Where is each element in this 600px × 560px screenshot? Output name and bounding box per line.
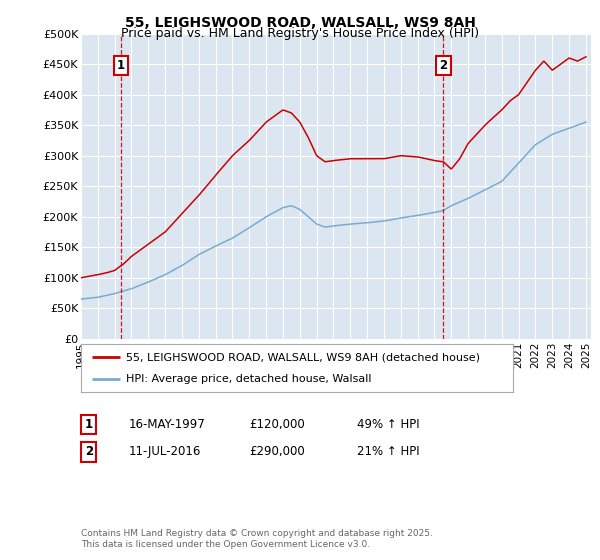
Text: Price paid vs. HM Land Registry's House Price Index (HPI): Price paid vs. HM Land Registry's House …: [121, 27, 479, 40]
Text: 2: 2: [439, 59, 448, 72]
Text: 55, LEIGHSWOOD ROAD, WALSALL, WS9 8AH (detached house): 55, LEIGHSWOOD ROAD, WALSALL, WS9 8AH (d…: [127, 352, 481, 362]
Text: £120,000: £120,000: [249, 418, 305, 431]
Text: 55, LEIGHSWOOD ROAD, WALSALL, WS9 8AH: 55, LEIGHSWOOD ROAD, WALSALL, WS9 8AH: [125, 16, 475, 30]
Text: 49% ↑ HPI: 49% ↑ HPI: [357, 418, 419, 431]
Text: 1: 1: [117, 59, 125, 72]
Text: HPI: Average price, detached house, Walsall: HPI: Average price, detached house, Wals…: [127, 374, 372, 384]
Text: 21% ↑ HPI: 21% ↑ HPI: [357, 445, 419, 459]
Text: 11-JUL-2016: 11-JUL-2016: [129, 445, 202, 459]
Text: 16-MAY-1997: 16-MAY-1997: [129, 418, 206, 431]
Text: 1: 1: [85, 418, 93, 431]
Text: 2: 2: [85, 445, 93, 459]
Text: Contains HM Land Registry data © Crown copyright and database right 2025.
This d: Contains HM Land Registry data © Crown c…: [81, 529, 433, 549]
Text: £290,000: £290,000: [249, 445, 305, 459]
